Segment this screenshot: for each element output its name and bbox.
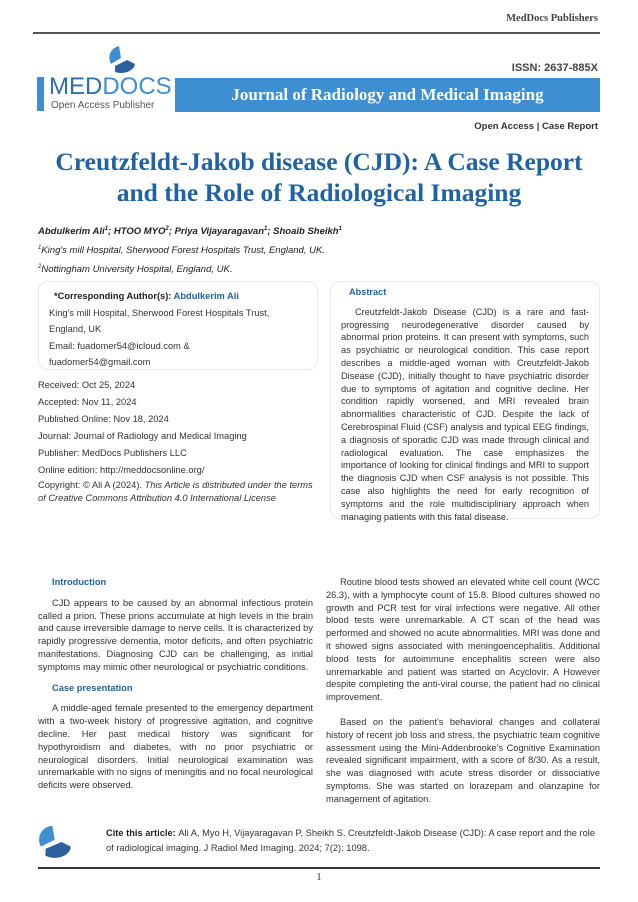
logo-mark-icon: [34, 822, 80, 867]
header-rule: [33, 32, 600, 34]
corresponding-author-box: *Corresponding Author(s): Abdulkerim Ali…: [38, 281, 318, 370]
author-name: Shoaib Sheikh1: [273, 226, 342, 238]
corresponding-author-link[interactable]: Abdulkerim Ali: [173, 291, 239, 301]
affiliation: 1King's mill Hospital, Sherwood Forest H…: [38, 245, 325, 257]
page-number: 1: [316, 872, 322, 883]
case-presentation-heading: Case presentation: [52, 682, 133, 693]
article-metadata: Received: Oct 25, 2024 Accepted: Nov 11,…: [38, 377, 318, 504]
author-name: Priya Vijayaragavan1;: [174, 226, 274, 238]
author-name: HTOO MYO2;: [113, 226, 175, 238]
logo-mark-icon: [109, 46, 135, 73]
email[interactable]: fuadomer54@gmail.com: [49, 357, 151, 367]
meddocs-logo: MEDDOCS Open Access Publisher: [37, 44, 172, 112]
publisher-name: MedDocs Publishers: [506, 13, 598, 24]
introduction-heading: Introduction: [52, 577, 107, 587]
email[interactable]: Email: fuadomer54@icloud.com &: [49, 340, 190, 351]
left-column: Introduction CJD appears to be caused by…: [38, 577, 313, 791]
article-type: Open Access | Case Report: [474, 121, 598, 132]
journal-title-band: Journal of Radiology and Medical Imaging: [175, 78, 600, 112]
citation: Cite this article: Ali A, Myo H, Vijayar…: [106, 828, 595, 853]
abstract-text: Creutzfeldt-Jakob Disease (CJD) is a rar…: [341, 306, 589, 522]
affiliation: 2Nottingham University Hospital, England…: [38, 264, 233, 276]
online-edition-link[interactable]: Online edition: http://meddocsonline.org…: [38, 465, 205, 475]
abstract-box: Abstract Creutzfeldt-Jakob Disease (CJD)…: [330, 281, 600, 522]
right-column: Routine blood tests showed an elevated w…: [326, 577, 600, 804]
footer-rule: [38, 867, 600, 869]
author-block: Abdulkerim Ali1; HTOO MYO2; Priya Vijaya…: [38, 221, 342, 278]
affiliations: 1King's mill Hospital, Sherwood Forest H…: [38, 240, 342, 278]
article-title: Creutzfeldt-Jakob disease (CJD): A Case …: [55, 147, 583, 207]
author-name: Abdulkerim Ali1;: [38, 226, 114, 238]
author-list: Abdulkerim Ali1; HTOO MYO2; Priya Vijaya…: [38, 221, 342, 240]
issn: ISSN: 2637-885X: [511, 62, 598, 74]
abstract-heading: Abstract: [349, 287, 387, 297]
